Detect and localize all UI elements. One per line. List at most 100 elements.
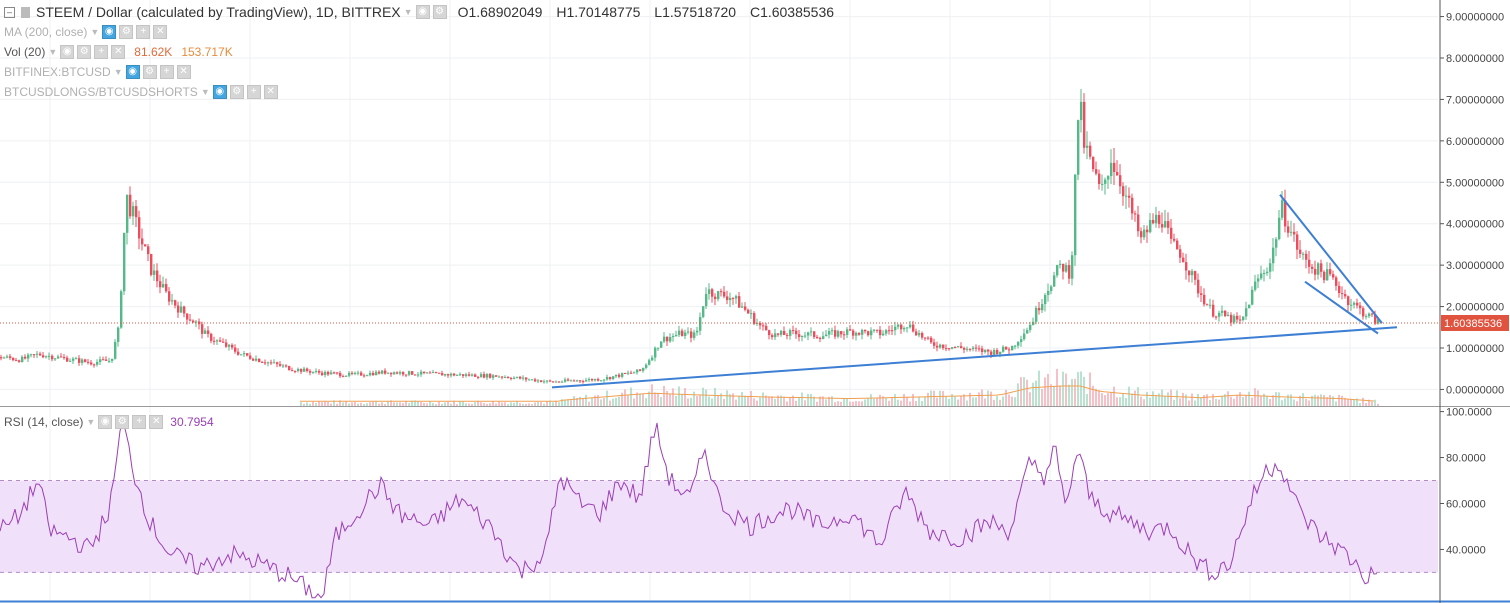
volume-bar [528,403,530,406]
volume-bar [1269,398,1271,406]
volume-bar [507,404,509,406]
gear-icon[interactable]: ⚙ [142,65,157,79]
volume-bar [510,402,512,406]
gear-icon[interactable]: ⚙ [229,85,244,99]
volume-bar [831,396,833,406]
candle-body [1302,253,1305,255]
volume-bar [552,402,554,406]
eye-icon[interactable]: ◉ [125,65,140,79]
candle-body [1020,339,1023,343]
candle-body [354,372,357,374]
eye-icon[interactable]: ◉ [98,415,113,429]
candle-body [1056,264,1059,276]
volume-bar [693,391,695,406]
candle-body [195,321,198,323]
volume-bar [711,398,713,406]
add-icon[interactable]: + [159,65,174,79]
candle-body [1146,229,1149,233]
candle-body [726,296,729,301]
candle-body [321,372,324,375]
candle-body [696,330,699,333]
volume-ma-line [300,385,1375,402]
volume-bar [714,387,716,406]
gear-icon[interactable]: ⚙ [432,5,447,19]
candle-body [1266,271,1269,274]
candle-body [111,358,114,361]
eye-icon[interactable]: ◉ [102,25,117,39]
volume-bar [1236,394,1238,406]
rsi-axis: 100.0000 80.0000 60.0000 40.0000 [1440,407,1492,556]
volume-bar [981,389,983,406]
candle-body [654,347,657,358]
collapse-icon[interactable]: – [4,6,15,18]
add-icon[interactable]: + [132,415,147,429]
volume-bar [717,396,719,406]
candle-body [1059,263,1062,265]
chevron-down-icon[interactable]: ▼ [113,67,123,77]
candle-body [417,374,420,376]
candle-body [957,346,960,348]
eye-icon[interactable]: ◉ [415,5,430,19]
candle-body [1104,179,1107,184]
candle-body [1101,183,1104,185]
volume-bar [957,399,959,406]
eye-icon[interactable]: ◉ [60,45,75,59]
candle-body [549,380,552,382]
volume-bar [954,396,956,406]
volume-bar [432,403,434,406]
add-icon[interactable]: + [246,85,261,99]
chevron-down-icon[interactable]: ▼ [86,417,96,427]
chevron-down-icon[interactable]: ▼ [90,27,100,37]
close-icon[interactable]: ✕ [149,415,164,429]
volume-bar [438,401,440,406]
candle-body [804,335,807,337]
candle-body [420,371,423,375]
axis-tick-label: 60.0000 [1446,499,1486,511]
volume-bar [306,402,308,406]
volume-bar [1047,373,1049,406]
candle-body [609,377,612,380]
candle-body [126,194,129,233]
candle-body [0,357,3,359]
close-icon[interactable]: ✕ [263,85,278,99]
candle-body [969,348,972,350]
chevron-down-icon[interactable]: ▼ [403,7,413,17]
volume-bar [1257,390,1259,406]
volume-bar [786,401,788,406]
flag-icon[interactable] [21,6,30,18]
chevron-down-icon[interactable]: ▼ [200,87,210,97]
candle-body [120,291,123,328]
volume-bar [726,390,728,406]
gear-icon[interactable]: ⚙ [77,45,92,59]
eye-icon[interactable]: ◉ [212,85,227,99]
candle-body [705,293,708,307]
close-icon[interactable]: ✕ [111,45,126,59]
volume-bar [948,398,950,406]
candle-body [363,375,366,377]
candle-body [459,374,462,376]
candle-body [1173,238,1176,241]
candle-body [486,374,489,378]
candle-body [876,329,879,331]
volume-bar [396,402,398,406]
volume-bar [1125,397,1127,406]
volume-bar [516,401,518,406]
candle-body [279,364,282,366]
candle-body [879,329,882,336]
volume-bar [1206,394,1208,406]
gear-icon[interactable]: ⚙ [115,415,130,429]
volume-bar [558,402,560,406]
candle-body [816,336,819,338]
candle-body [1194,271,1197,280]
candle-body [762,325,765,327]
close-icon[interactable]: ✕ [176,65,191,79]
candle-body [1029,324,1032,331]
add-icon[interactable]: + [136,25,151,39]
close-icon[interactable]: ✕ [153,25,168,39]
add-icon[interactable]: + [94,45,109,59]
symbol-title: STEEM / Dollar (calculated by TradingVie… [36,4,401,20]
volume-bar [768,396,770,406]
chevron-down-icon[interactable]: ▼ [48,47,58,57]
gear-icon[interactable]: ⚙ [119,25,134,39]
